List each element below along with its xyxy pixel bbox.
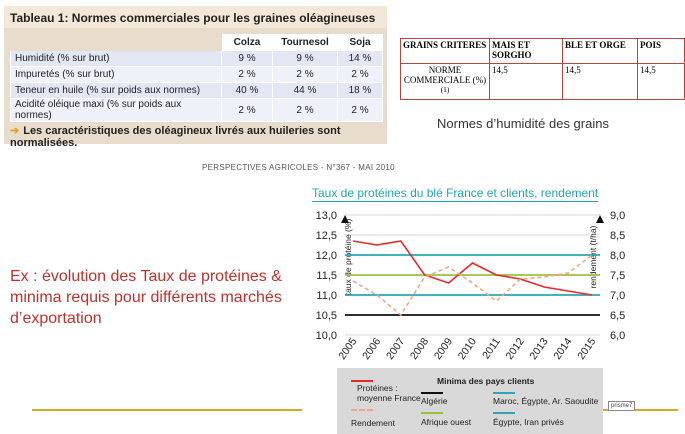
source-line: PERSPECTIVES AGRICOLES - N°367 - MAI 201…	[202, 163, 395, 172]
divider-line	[598, 409, 678, 411]
example-text: Ex : évolution des Taux de protéines & m…	[10, 268, 282, 327]
y2-axis-arrow-icon	[596, 215, 604, 223]
legend-moyenne: moyenne France	[357, 393, 421, 403]
chart-legend: Protéines : moyenne France Rendement Min…	[337, 368, 603, 434]
legend-swatch-afrique	[421, 412, 443, 414]
x-tick-label: 2009	[432, 336, 455, 362]
x-tick-label: 2011	[480, 336, 503, 362]
y-tick-label: 10,0	[316, 330, 337, 342]
y2-tick-label: 8,5	[610, 230, 625, 242]
legend-minima-title: Minima des pays clients	[437, 376, 535, 386]
grain-table-caption: Normes d’humidité des grains	[437, 116, 609, 131]
x-tick-label: 2013	[527, 336, 550, 362]
x-tick-label: 2012	[504, 336, 527, 362]
x-tick-label: 2005	[336, 336, 359, 362]
ble-header: BLE ET ORGE	[562, 38, 638, 64]
col-header-soja: Soja	[337, 34, 383, 51]
protein-yield-chart: 13,0 9,0 12,5 8,5 12,0 8,0 11,5 7,5 11,0 7,0 10,5 6…	[316, 210, 626, 362]
table1-header-bar	[4, 6, 387, 28]
legend-swatch-egypte	[493, 412, 515, 414]
legend-algerie: Algérie	[421, 396, 448, 406]
norme-label: NORME COMMERCIALE (%)(1)	[400, 63, 490, 100]
legend-swatch-proteines	[351, 380, 373, 382]
y2-tick-label: 7,0	[610, 290, 625, 302]
table1-title: Tableau 1: Normes commerciales pour les …	[10, 11, 376, 25]
y2-tick-label: 6,5	[610, 310, 625, 322]
y-tick-label: 12,0	[316, 250, 337, 262]
arrow-right-icon: ➔	[10, 125, 20, 137]
x-tick-label: 2010	[456, 336, 479, 362]
y-tick-label: 11,0	[316, 290, 337, 302]
table-row: Teneur en huile (% sur poids aux normes)…	[10, 82, 383, 99]
prisme-badge: prisme7	[608, 401, 636, 411]
x-tick-label: 2006	[360, 336, 383, 362]
series-line	[352, 240, 593, 296]
col-header-tournesol: Tournesol	[272, 34, 338, 51]
table1-footnote: ➔ Les caractéristiques des oléagineux liv…	[10, 125, 341, 149]
y-tick-label: 10,5	[316, 310, 337, 322]
x-tick-label: 2014	[551, 336, 574, 362]
y-axis-label: taux de protéine (%)	[343, 219, 353, 296]
y2-tick-label: 7,5	[610, 270, 625, 282]
col-header-colza: Colza	[221, 34, 273, 51]
legend-swatch-algerie	[421, 392, 443, 394]
y2-tick-label: 8,0	[610, 250, 625, 262]
x-tick-label: 2015	[575, 336, 598, 362]
legend-swatch-rendement	[351, 409, 373, 411]
chart-title: Taux de protéines du blé France et clien…	[312, 186, 599, 202]
pois-header: POIS	[637, 38, 685, 64]
y2-tick-label: 6,0	[610, 330, 625, 342]
mais-header: MAIS ET SORGHO	[489, 38, 563, 64]
y-tick-label: 13,0	[316, 210, 337, 222]
oilseed-standards-panel: Tableau 1: Normes commerciales pour les …	[4, 6, 387, 149]
grain-moisture-table: GRAINS CRITERES MAIS ET SORGHO BLE ET OR…	[400, 38, 685, 100]
legend-rendement: Rendement	[351, 418, 395, 428]
legend-egypte-iran: Égypte, Iran privés	[493, 417, 564, 427]
legend-swatch-maroc	[493, 392, 515, 394]
y-tick-label: 11,5	[316, 270, 337, 282]
y2-axis-label: rendement (t/ha)	[588, 225, 598, 288]
pois-value: 14,5	[637, 63, 685, 100]
y-axis-arrow-icon	[341, 215, 349, 223]
legend-afrique: Afrique ouest	[421, 417, 472, 427]
ble-value: 14,5	[562, 63, 638, 100]
oilseed-standards-table: Colza Tournesol Soja Humidité (% sur bru…	[10, 34, 383, 122]
x-tick-label: 2007	[384, 336, 407, 362]
table-row: Humidité (% sur brut) 9 % 9 % 14 %	[10, 50, 383, 67]
table-row: Impuretés (% sur brut) 2 % 2 % 2 %	[10, 66, 383, 83]
y2-tick-label: 9,0	[610, 210, 625, 222]
series-line	[352, 254, 593, 317]
grains-header: GRAINS CRITERES	[400, 38, 490, 64]
divider-line	[32, 409, 302, 411]
x-tick-label: 2008	[408, 336, 431, 362]
table-row: Acidité oléique maxi (% sur poids aux no…	[10, 98, 383, 122]
legend-proteines: Protéines :	[357, 383, 398, 393]
y-tick-label: 12,5	[316, 230, 337, 242]
mais-value: 14,5	[489, 63, 563, 100]
legend-maroc: Maroc, Égypte, Ar. Saoudite	[493, 396, 599, 406]
